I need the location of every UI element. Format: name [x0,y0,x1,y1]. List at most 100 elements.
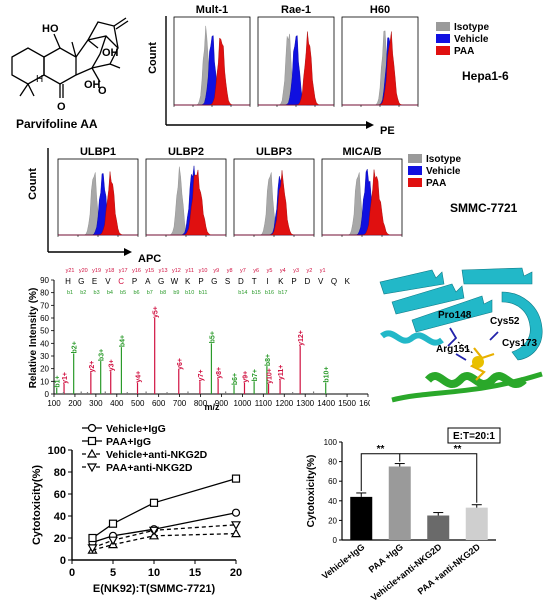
x-axis-arrow [366,121,374,129]
y-ion-label: y12 [172,268,181,274]
x-axis-arrow [124,248,132,256]
histogram-title: ULBP3 [256,146,292,158]
x-tick-label: 900 [215,399,229,408]
significance-bracket [360,453,401,491]
legend-label: Vehicle [426,166,461,177]
sequence-residue: S [225,277,230,286]
b-ion-label: b11 [199,290,208,296]
compound-structure: HO OH OH H O O Parvifoline AA [11,17,129,131]
y-tick-label: 0 [60,555,66,567]
y-tick-label: 100 [48,445,66,457]
x-tick-label: 800 [194,399,208,408]
b-ion-label: b9 [173,290,179,296]
peak-label: y12+ [298,330,305,346]
y-tick-label: 70 [40,301,49,310]
paa-histogram [58,171,138,236]
sequence-residue: G [158,277,164,286]
y-tick-label: 0 [45,390,50,399]
y-ion-label: y4 [280,268,286,274]
b-ion-label: b8 [160,290,166,296]
peak-label: y9+ [242,371,249,383]
peak-label: b1+ [55,375,62,387]
x-tick-label: 600 [152,399,166,408]
sequence-residue: H [65,277,71,286]
y-tick-label: 20 [40,365,49,374]
y-axis-label: Relative Intensity (%) [28,288,39,389]
x-tick-label: 1000 [234,399,252,408]
oh-label-2: OH [102,47,119,59]
series-line [92,532,237,551]
y-tick-label: 30 [40,352,49,361]
legend-swatch [408,154,422,163]
data-point [231,474,241,483]
legend-label: Isotype [454,22,489,33]
b-ion-label: b2 [80,290,86,296]
b-ion-label: b7 [147,290,153,296]
data-point [231,508,241,517]
b-ion-label: b10 [185,290,194,296]
y-tick-label: 50 [40,327,49,336]
sequence-residue: K [345,277,351,286]
y-ion-label: y10 [199,268,208,274]
x-axis-label: m/z [204,402,220,412]
peak-label: b8+ [265,354,272,366]
peak-label: y2+ [89,361,96,373]
data-point [148,526,160,536]
data-point [87,544,98,554]
y-tick-label: 60 [54,489,66,501]
y-tick-label: 20 [54,533,66,545]
peak-label: b10+ [324,366,331,382]
series-line [92,477,237,539]
title-box [447,427,501,444]
sequence-residue: E [92,277,97,286]
data-point [108,519,118,528]
paa-histogram [322,169,402,236]
y-ion-label: y5 [267,268,273,274]
peak-label: b2+ [72,341,79,353]
legend-label: Isotype [426,154,461,165]
cytotoxicity-line-chart: 0 20 40 60 80 100 0 5 10 15 20 E(NK92):T(SMMC-7721)… [31,423,242,595]
y-ion-label: y9 [213,268,219,274]
x-axis-label: E(NK92):T(SMMC-7721) [93,583,216,595]
series-line [92,512,237,544]
y-tick-label: 20 [328,516,337,525]
h-label: H [36,74,43,85]
peak-label: b3+ [99,349,106,361]
significance-label: ** [454,444,462,455]
legend-swatch [436,46,450,55]
y-tick-label: 90 [40,276,49,285]
b-ion-label: b14 [238,290,247,296]
legend-label: PAA+IgG [106,436,151,448]
x-tick-label: 1600 [359,399,370,408]
sequence-residue: P [198,277,203,286]
peak-label: b6+ [232,373,239,385]
legend-swatch [436,34,450,43]
y-tick-label: 40 [54,511,66,523]
residue-cys173: Cys173 [502,338,537,349]
legend-marker [86,448,98,458]
y-ion-label: y16 [132,268,141,274]
b-ion-label: b16 [265,290,274,296]
peak-label: y4+ [136,371,143,383]
b-ion-label: b4 [107,290,113,296]
data-point [88,533,97,543]
data-point [149,498,159,507]
x-tick-label: 1500 [338,399,356,408]
sequence-residue: I [266,277,268,286]
b-ion-label: b17 [278,290,287,296]
sequence-residue: Q [331,277,337,286]
sequence-residue: D [305,277,311,286]
oh-label-1: HO [42,23,59,35]
data-point [230,528,242,538]
sequence-residue: K [185,277,191,286]
oh-label-3: OH [84,79,101,91]
x-tick-label: 15 [189,567,201,579]
y-tick-label: 100 [324,438,338,447]
y-ion-label: y7 [240,268,246,274]
legend-marker [86,463,98,473]
category-label: PAA +IgG [367,542,405,575]
x-tick-label: 300 [89,399,103,408]
flow-cytometry-smmc-7721: Count APC ULBP1 ULBP2 ULBP3 MICA/B IsotypeVehi… [27,146,518,265]
peak-label: b5+ [209,331,216,343]
sequence-residue: W [171,277,179,286]
